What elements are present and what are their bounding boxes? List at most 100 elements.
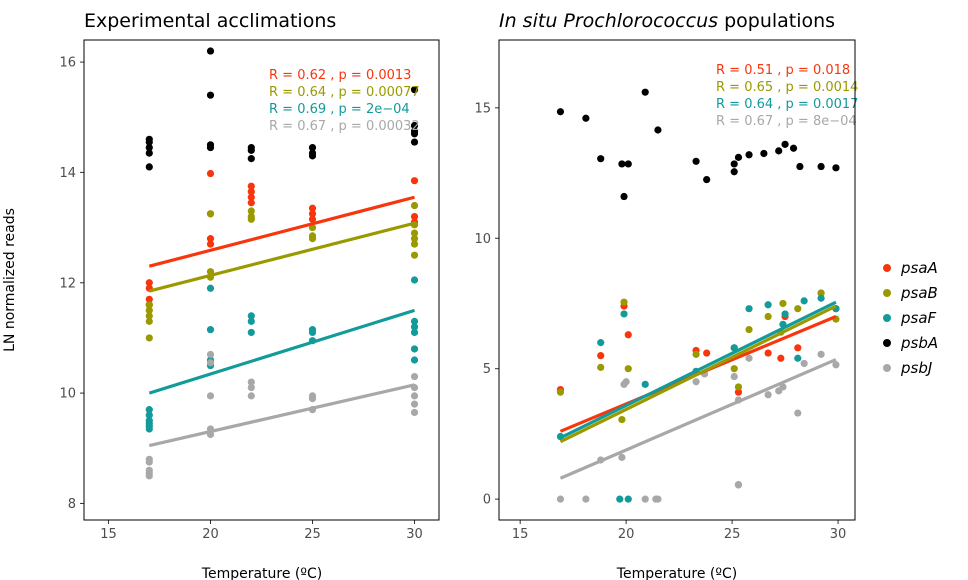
point-psaB bbox=[410, 235, 419, 243]
point-psbA bbox=[775, 147, 783, 155]
point-psbJ bbox=[410, 400, 419, 408]
point-psaB bbox=[692, 350, 700, 358]
point-psaA bbox=[206, 235, 215, 243]
point-psaF bbox=[410, 317, 419, 325]
legend-key-psaB bbox=[883, 289, 891, 297]
point-psaB bbox=[597, 363, 605, 371]
point-psaB bbox=[745, 325, 753, 334]
legend-key-psbA bbox=[883, 339, 891, 347]
point-psbJ bbox=[247, 383, 255, 392]
point-psbJ bbox=[692, 378, 700, 386]
point-psaA bbox=[597, 352, 605, 360]
title-italic-part: In situ Prochlorococcus bbox=[499, 10, 718, 32]
plot-frame bbox=[498, 39, 856, 521]
fit-line-psbJ bbox=[148, 383, 415, 448]
point-psbA bbox=[624, 160, 632, 168]
point-psaB bbox=[410, 229, 419, 237]
point-psaB bbox=[730, 365, 738, 373]
point-psbA bbox=[789, 144, 798, 152]
point-psbA bbox=[597, 155, 605, 163]
point-psbA bbox=[692, 157, 700, 165]
y-tick-label: 5 bbox=[483, 362, 491, 377]
point-psaF bbox=[410, 323, 419, 331]
point-psaA bbox=[794, 344, 802, 352]
point-psbA bbox=[308, 152, 317, 160]
point-psaB bbox=[794, 305, 802, 313]
point-psbA bbox=[145, 143, 153, 152]
point-psbA bbox=[730, 168, 738, 176]
point-psaA bbox=[308, 204, 317, 212]
fit-line-psbJ bbox=[559, 358, 837, 480]
fit-line-psaF bbox=[559, 300, 837, 440]
point-psbJ bbox=[247, 392, 255, 400]
x-tick-label: 20 bbox=[202, 527, 219, 542]
point-psbA bbox=[760, 149, 768, 158]
stat-psbJ: R = 0.67 , p = 0.00032 bbox=[269, 119, 420, 134]
point-psbA bbox=[618, 160, 626, 168]
point-psbJ bbox=[832, 361, 840, 369]
point-psbA bbox=[781, 140, 789, 148]
point-psaA bbox=[624, 331, 632, 339]
point-psaA bbox=[410, 177, 419, 185]
legend-key-psaF bbox=[883, 314, 891, 322]
point-psbJ bbox=[622, 378, 630, 386]
point-psbJ bbox=[308, 395, 317, 403]
point-psbJ bbox=[641, 495, 649, 503]
point-psaF bbox=[597, 339, 605, 347]
point-psaF bbox=[616, 495, 624, 503]
point-psbJ bbox=[206, 350, 215, 359]
point-psaF bbox=[817, 294, 825, 302]
point-psaF bbox=[624, 495, 632, 503]
panel-title: In situ Prochlorococcus populations bbox=[499, 10, 835, 32]
stat-psaB: R = 0.65 , p = 0.0014 bbox=[716, 80, 858, 95]
point-psbA bbox=[410, 138, 419, 146]
point-psbJ bbox=[654, 495, 662, 503]
point-psaF bbox=[800, 297, 808, 305]
point-psaF bbox=[410, 356, 419, 364]
point-psaB bbox=[410, 240, 419, 248]
point-psaB bbox=[145, 312, 153, 320]
plot-frame bbox=[83, 39, 440, 521]
point-psbA bbox=[206, 91, 215, 99]
legend-label-psaF: psaF bbox=[900, 309, 937, 327]
point-psbJ bbox=[556, 495, 565, 503]
point-psaF bbox=[764, 301, 772, 309]
y-tick-label: 10 bbox=[59, 387, 76, 402]
x-tick-label: 15 bbox=[512, 527, 529, 542]
point-psbJ bbox=[817, 350, 825, 358]
stat-psbJ: R = 0.67 , p = 8e−04 bbox=[716, 114, 857, 129]
x-tick-label: 25 bbox=[724, 527, 741, 542]
panel-experimental: Experimental acclimations 15 20 25 30 8 10 12 1… bbox=[59, 10, 440, 580]
point-psaA bbox=[410, 212, 419, 221]
stat-psaA: R = 0.62 , p = 0.0013 bbox=[269, 68, 411, 83]
point-psaF bbox=[410, 276, 419, 284]
point-psbA bbox=[145, 149, 153, 157]
point-psaF bbox=[206, 326, 215, 334]
point-psbA bbox=[206, 143, 215, 152]
stat-psaA: R = 0.51 , p = 0.018 bbox=[716, 63, 850, 78]
y-tick-label: 8 bbox=[68, 497, 76, 512]
point-psaA bbox=[145, 295, 153, 303]
point-psaF bbox=[247, 312, 255, 320]
fit-line-psaB bbox=[148, 221, 415, 293]
point-psaF bbox=[206, 284, 215, 292]
point-psaB bbox=[779, 299, 787, 308]
point-psbA bbox=[620, 192, 628, 201]
point-psaB bbox=[556, 388, 565, 396]
panel-in-situ: In situ Prochlorococcus populations 15 20… bbox=[474, 10, 858, 580]
point-psaB bbox=[620, 298, 628, 306]
point-psaB bbox=[410, 201, 419, 210]
point-psaF bbox=[145, 425, 153, 433]
point-psaF bbox=[781, 310, 789, 318]
point-psbA bbox=[410, 86, 419, 94]
y-axis-label: LN normalized reads bbox=[2, 208, 18, 352]
legend-label-psaB: psaB bbox=[900, 284, 938, 302]
point-psbA bbox=[796, 162, 804, 171]
y-tick-label: 14 bbox=[59, 166, 76, 181]
point-psaB bbox=[145, 301, 153, 309]
legend-key-psbJ bbox=[883, 364, 891, 372]
y-tick-label: 12 bbox=[59, 276, 76, 291]
y-tick-label: 0 bbox=[483, 493, 491, 508]
point-psaB bbox=[145, 317, 153, 325]
